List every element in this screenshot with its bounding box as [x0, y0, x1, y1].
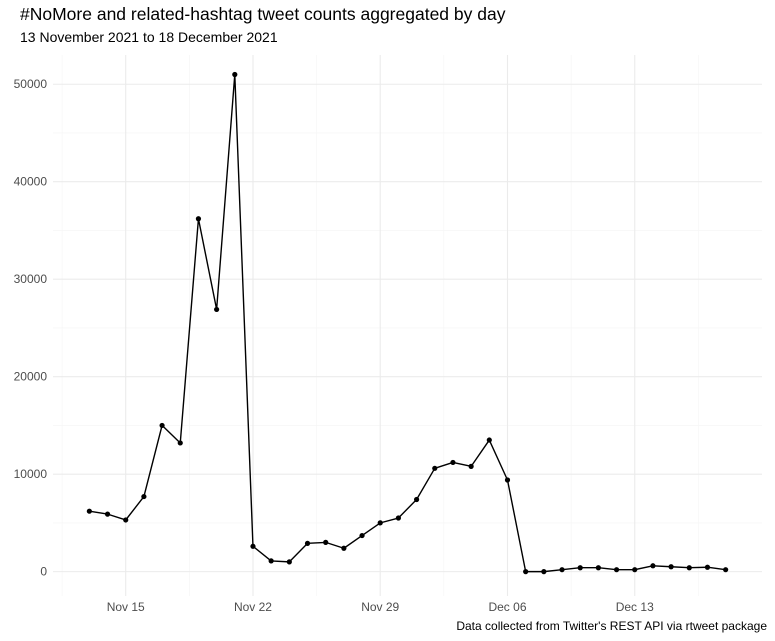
data-point — [668, 564, 674, 570]
data-point — [323, 539, 329, 545]
data-point — [686, 565, 692, 571]
x-tick-label: Nov 29 — [361, 600, 399, 614]
chart-caption: Data collected from Twitter's REST API v… — [456, 619, 767, 633]
y-tick-label: 40000 — [14, 175, 48, 189]
data-point — [286, 559, 292, 565]
data-point — [504, 477, 511, 483]
data-point — [450, 459, 456, 466]
y-tick-label: 30000 — [14, 272, 48, 286]
data-point — [432, 465, 438, 471]
data-point — [650, 563, 656, 569]
data-point — [104, 511, 111, 517]
data-point — [523, 569, 529, 575]
data-point — [613, 567, 620, 573]
data-point — [304, 540, 311, 546]
data-point — [232, 71, 238, 78]
data-point — [413, 496, 420, 503]
data-point — [632, 567, 638, 573]
data-point — [595, 565, 601, 571]
data-point — [395, 515, 402, 521]
data-point — [577, 565, 583, 571]
data-point — [486, 437, 492, 443]
y-tick-label: 0 — [40, 565, 47, 579]
data-point — [214, 306, 220, 313]
data-point — [704, 564, 711, 570]
data-point — [177, 440, 183, 446]
y-tick-label: 20000 — [14, 370, 48, 384]
chart-subtitle: 13 November 2021 to 18 December 2021 — [20, 29, 278, 45]
x-axis-tick-labels: Nov 15 Nov 22 Nov 29 Dec 06 Dec 13 — [107, 600, 654, 614]
data-point — [268, 558, 274, 564]
data-point — [377, 520, 383, 526]
chart-title: #NoMore and related-hashtag tweet counts… — [20, 4, 506, 24]
x-tick-label: Dec 13 — [616, 600, 654, 614]
data-point — [341, 545, 347, 551]
data-point — [86, 508, 92, 514]
data-point — [541, 569, 547, 575]
y-tick-label: 10000 — [14, 467, 48, 481]
series-line-group — [89, 73, 726, 573]
data-point — [359, 532, 365, 539]
data-point — [123, 517, 129, 523]
y-axis-tick-labels: 0 10000 20000 30000 40000 50000 — [14, 77, 48, 578]
minor-gridlines — [53, 55, 762, 596]
data-point — [723, 567, 729, 573]
x-tick-label: Dec 06 — [488, 600, 526, 614]
data-point — [159, 422, 165, 429]
major-gridlines — [53, 55, 762, 596]
y-tick-label: 50000 — [14, 77, 48, 91]
data-point — [195, 216, 202, 222]
data-point — [559, 567, 565, 573]
data-point — [468, 463, 474, 469]
x-tick-label: Nov 15 — [107, 600, 145, 614]
series-points-group — [86, 71, 729, 575]
data-point — [141, 493, 147, 500]
series-line — [89, 73, 726, 573]
x-tick-label: Nov 22 — [234, 600, 272, 614]
data-point — [250, 543, 256, 549]
